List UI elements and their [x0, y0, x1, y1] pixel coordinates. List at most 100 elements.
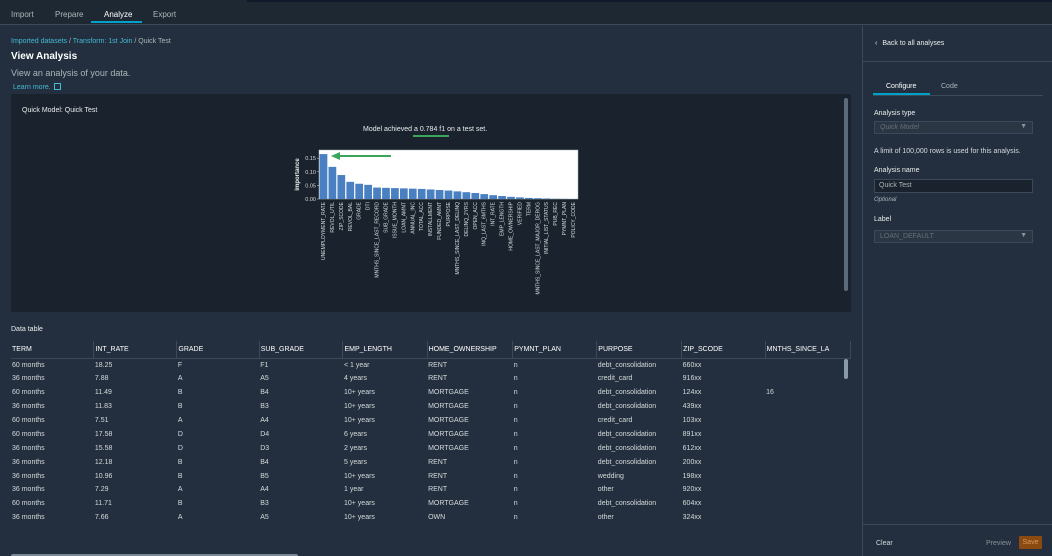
table-cell: n [513, 403, 518, 411]
analysis-type-select[interactable]: Quick Model ▼ [874, 121, 1033, 134]
tab-export[interactable]: Export [153, 10, 177, 19]
analysis-name-input[interactable]: Quick Test [874, 179, 1033, 193]
table-cell [765, 358, 850, 372]
column-header[interactable]: ZIP_SCODE [681, 341, 766, 359]
importance-bar [542, 198, 551, 199]
tab-prepare[interactable]: Prepare [55, 10, 84, 19]
active-side-tab-indicator [873, 93, 930, 95]
column-header[interactable]: PYMNT_PLAN [512, 341, 598, 359]
column-header[interactable]: INT_RATE [93, 341, 178, 359]
table-cell: debt_consolidation [597, 389, 657, 397]
x-tick-label: REVOL_UTIL [330, 202, 336, 233]
column-header[interactable]: TERM [11, 341, 95, 359]
x-tick-label: TERM [526, 202, 532, 216]
y-tick-label: 0.00 [305, 197, 316, 203]
table-cell: B [177, 389, 183, 397]
x-tick-label: FUNDED_AMNT [437, 202, 443, 240]
importance-bar [489, 195, 498, 199]
table-cell: A4 [260, 486, 269, 494]
table-cell: D [177, 430, 183, 438]
table-cell: 324xx [682, 514, 702, 522]
table-cell: 891xx [682, 430, 702, 438]
column-header[interactable]: EMP_LENGTH [342, 341, 428, 359]
table-cell: 916xx [682, 375, 702, 383]
table-vertical-scrollbar[interactable] [844, 359, 848, 379]
chart-scrollbar[interactable] [844, 98, 848, 291]
importance-bar [417, 188, 426, 199]
column-header[interactable]: HOME_OWNERSHIP [427, 341, 514, 359]
table-cell: 660xx [682, 361, 702, 369]
column-header[interactable]: PURPOSE [596, 341, 683, 359]
x-tick-label: UNEMPLOYMENT_RATE [321, 201, 327, 260]
table-row: 36 months 11.83 B B3 10+ years MORTGAGE n debt_… [11, 400, 851, 414]
breadcrumb-imported-datasets[interactable]: Imported datasets [11, 38, 68, 45]
table-cell: 10.96 [94, 472, 113, 480]
breadcrumb: Imported datasets / Transform: 1st Join … [11, 38, 171, 45]
column-header[interactable]: GRADE [176, 341, 260, 359]
table-row: 36 months 10.96 B B5 10+ years RENT n wedding 19… [11, 469, 851, 483]
table-cell: B4 [260, 458, 269, 466]
label-select[interactable]: LOAN_DEFAULT ▼ [874, 230, 1033, 243]
table-cell: 200xx [682, 458, 702, 466]
table-cell: RENT [428, 375, 448, 383]
table-cell: F1 [260, 361, 269, 369]
table-cell: A [177, 375, 183, 383]
importance-bar [346, 181, 355, 199]
chevron-left-icon: ‹ [875, 40, 878, 47]
annotation-arrowhead [331, 152, 340, 160]
back-to-analyses-link[interactable]: ‹ Back to all analyses [875, 40, 944, 47]
table-horizontal-scrollbar[interactable] [11, 554, 298, 556]
x-tick-label: PURPOSE [446, 201, 452, 226]
table-cell: MORTGAGE [428, 444, 469, 452]
importance-bar [507, 196, 515, 199]
breadcrumb-transform[interactable]: Transform: 1st Join [72, 38, 133, 45]
table-row: 60 months 7.51 A A4 10+ years MORTGAGE n credit… [11, 414, 851, 428]
top-strip [247, 0, 1052, 2]
table-cell: wedding [597, 472, 624, 480]
table-cell [765, 511, 850, 525]
table-cell: 1 year [343, 486, 364, 494]
column-header[interactable]: SUB_GRADE [259, 341, 344, 359]
tab-analyze[interactable]: Analyze [104, 10, 133, 19]
importance-bar [391, 188, 399, 199]
table-cell: n [513, 375, 518, 383]
table-row: 36 months 7.88 A A5 4 years RENT n credit_card 9… [11, 372, 851, 386]
importance-bar [525, 197, 533, 199]
importance-bar [319, 154, 328, 199]
x-tick-label: OPEN_ACC [473, 202, 479, 230]
table-cell: B [177, 403, 183, 411]
table-cell: n [513, 486, 518, 494]
table-cell: RENT [428, 458, 448, 466]
clear-button[interactable]: Clear [876, 540, 893, 547]
table-cell: MORTGAGE [428, 389, 469, 397]
table-cell: 17.58 [94, 430, 113, 438]
x-tick-label: ISSUE_MONTH [392, 202, 398, 239]
x-tick-label: INITIAL_LIST_STATUS [544, 201, 550, 254]
table-cell: B5 [260, 472, 269, 480]
preview-button[interactable]: Preview [986, 540, 1011, 547]
learn-more-link[interactable]: Learn more. [13, 83, 61, 91]
x-tick-label: SUB_GRADE [383, 201, 389, 233]
tab-configure[interactable]: Configure [886, 83, 917, 90]
tab-code[interactable]: Code [941, 83, 958, 90]
table-cell: 10+ years [343, 389, 375, 397]
save-button[interactable]: Save [1019, 536, 1042, 549]
x-tick-label: VERIFIED [517, 202, 523, 225]
table-row: 60 months 18.25 F F1 < 1 year RENT n debt_conso… [11, 358, 851, 372]
x-tick-label: LOAN_AMNT [401, 202, 407, 233]
table-cell: 7.29 [94, 486, 109, 494]
tab-import[interactable]: Import [11, 10, 34, 19]
table-cell: 12.18 [94, 458, 113, 466]
table-cell: 2 years [343, 444, 367, 452]
table-cell: A5 [260, 375, 269, 383]
analysis-name-label: Analysis name [874, 167, 920, 174]
table-cell: 124xx [682, 389, 702, 397]
column-header[interactable]: MNTHS_SINCE_LA [765, 341, 851, 359]
table-cell: 103xx [682, 417, 702, 424]
table-cell: B4 [260, 389, 269, 397]
importance-bar [337, 175, 346, 199]
table-row: 60 months 11.71 B B3 10+ years MORTGAGE n debt_… [11, 497, 851, 511]
table-cell: 10+ years [343, 472, 375, 480]
importance-bar [408, 188, 417, 199]
breadcrumb-separator: / [134, 38, 137, 45]
